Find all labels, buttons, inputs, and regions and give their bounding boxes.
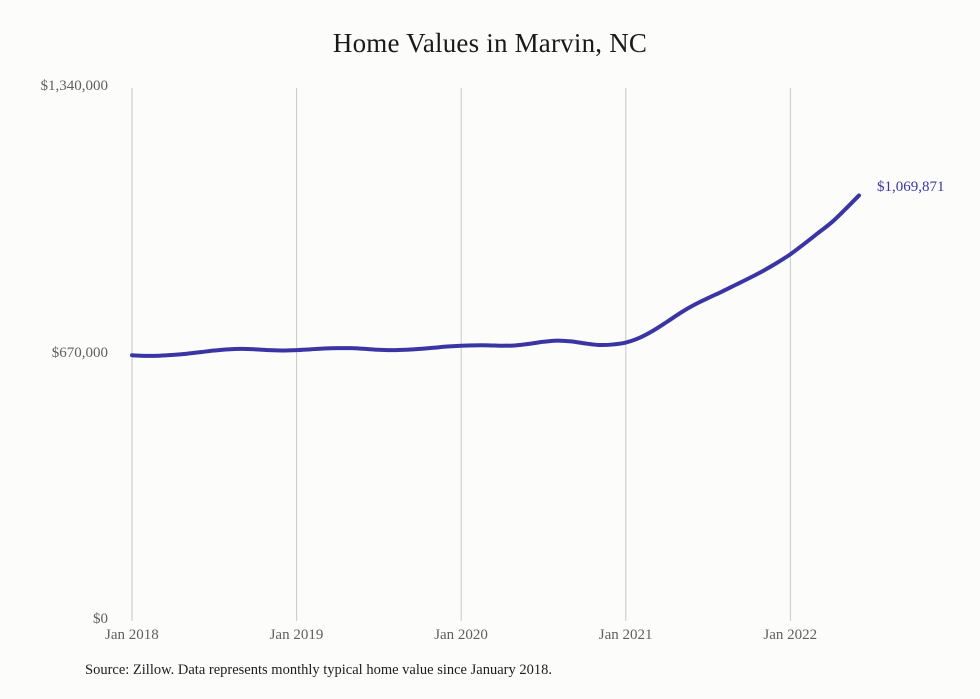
x-axis-tick-label: Jan 2019	[269, 627, 324, 643]
source-note: Source: Zillow. Data represents monthly …	[85, 662, 552, 678]
x-axis-tick-label: Jan 2021	[598, 627, 653, 643]
chart-title: Home Values in Marvin, NC	[332, 28, 648, 58]
x-axis-tick-label: Jan 2022	[763, 627, 818, 643]
x-axis-tick-label: Jan 2018	[105, 627, 159, 643]
gridlines-group	[131, 88, 791, 621]
y-axis-tick-label: $670,000	[51, 344, 108, 361]
y-axis-tick-label: $1,340,000	[40, 78, 109, 94]
y-axis-tick-label: $0	[93, 611, 108, 627]
x-axis-tick-label: Jan 2020	[434, 627, 488, 643]
endpoint-value-label: $1,069,871	[876, 179, 945, 196]
series-group	[130, 193, 861, 358]
value-line	[130, 193, 861, 358]
